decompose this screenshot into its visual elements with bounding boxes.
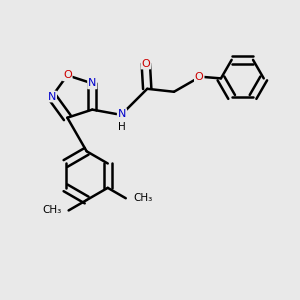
Text: N: N: [88, 78, 96, 88]
Text: N: N: [118, 109, 126, 119]
Text: H: H: [118, 122, 126, 132]
Text: O: O: [63, 70, 72, 80]
Text: O: O: [141, 58, 150, 68]
Text: CH₃: CH₃: [133, 193, 152, 203]
Text: N: N: [48, 92, 56, 101]
Text: O: O: [195, 72, 204, 82]
Text: CH₃: CH₃: [42, 206, 61, 215]
